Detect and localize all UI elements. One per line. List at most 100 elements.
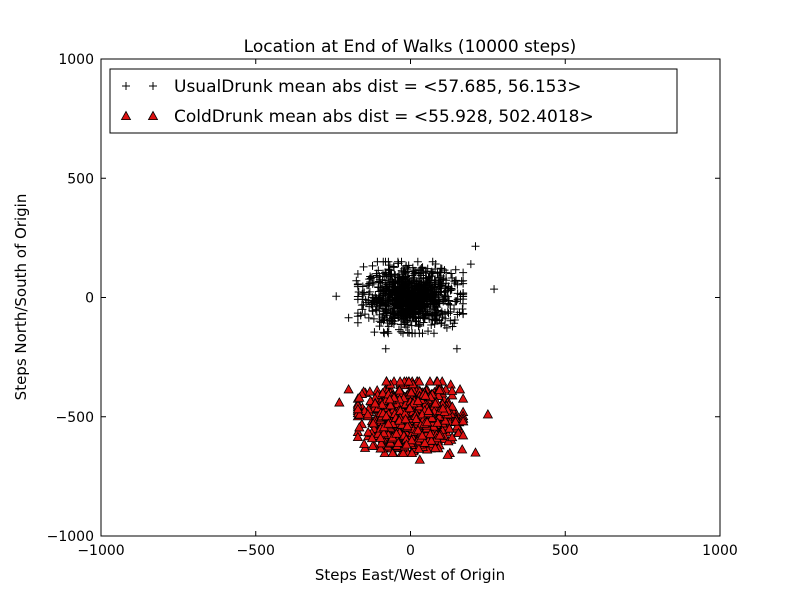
point-usualdrunk [389, 278, 398, 287]
point-usualdrunk [377, 284, 386, 293]
point-usualdrunk [421, 311, 430, 320]
point-colddrunk [420, 390, 431, 400]
legend-markers [120, 82, 159, 120]
point-usualdrunk [443, 307, 452, 316]
point-colddrunk [352, 403, 364, 414]
point-usualdrunk [353, 318, 362, 327]
point-colddrunk [381, 410, 392, 421]
point-usualdrunk [420, 291, 429, 300]
point-usualdrunk [408, 263, 417, 272]
point-usualdrunk [426, 284, 435, 293]
point-usualdrunk [407, 300, 416, 309]
point-usualdrunk [353, 282, 362, 291]
point-colddrunk [391, 428, 402, 438]
point-colddrunk [397, 447, 409, 458]
point-usualdrunk [415, 329, 424, 338]
chart-title: Location at End of Walks (10000 steps) [244, 37, 577, 57]
point-colddrunk [362, 408, 373, 419]
point-usualdrunk [402, 291, 411, 300]
legend-label-cold: ColdDrunk mean abs dist = <55.928, 502.4… [174, 107, 594, 127]
point-colddrunk [352, 431, 364, 442]
point-colddrunk [402, 420, 413, 431]
point-usualdrunk [388, 277, 397, 286]
point-usualdrunk [344, 313, 353, 322]
point-usualdrunk [379, 289, 388, 298]
point-usualdrunk [358, 305, 367, 314]
point-usualdrunk [379, 328, 388, 337]
point-usualdrunk [490, 285, 499, 294]
point-usualdrunk [387, 270, 396, 279]
point-usualdrunk [436, 319, 445, 328]
point-usualdrunk [372, 306, 381, 315]
point-colddrunk [457, 393, 469, 403]
legend-marker-usual [122, 82, 130, 90]
point-usualdrunk [427, 320, 436, 329]
point-colddrunk [376, 438, 387, 448]
point-usualdrunk [425, 273, 434, 282]
point-usualdrunk [394, 259, 403, 268]
point-usualdrunk [372, 269, 381, 278]
point-usualdrunk [425, 272, 434, 281]
point-colddrunk [446, 385, 458, 395]
point-usualdrunk [403, 328, 412, 337]
point-usualdrunk [471, 242, 480, 251]
point-usualdrunk [393, 311, 402, 320]
point-usualdrunk [393, 272, 402, 281]
point-usualdrunk [447, 284, 456, 293]
point-colddrunk [419, 437, 431, 447]
point-usualdrunk [417, 271, 426, 280]
point-usualdrunk [369, 278, 378, 287]
point-usualdrunk [421, 269, 430, 278]
point-usualdrunk [403, 277, 412, 286]
point-usualdrunk [354, 287, 363, 296]
point-usualdrunk [388, 278, 397, 287]
point-usualdrunk [427, 267, 436, 276]
point-usualdrunk [370, 328, 379, 337]
point-colddrunk [394, 376, 406, 386]
point-usualdrunk [414, 284, 423, 293]
point-usualdrunk [429, 300, 438, 309]
point-usualdrunk [382, 302, 391, 311]
point-colddrunk [384, 393, 395, 404]
point-colddrunk [450, 416, 461, 426]
point-colddrunk [444, 423, 455, 433]
point-colddrunk [423, 405, 434, 415]
point-colddrunk [362, 426, 374, 437]
point-usualdrunk [401, 318, 410, 327]
y-tick-label: 500 [67, 171, 94, 187]
point-usualdrunk [452, 344, 461, 353]
point-usualdrunk [402, 297, 411, 306]
point-colddrunk [379, 447, 390, 458]
point-usualdrunk [438, 310, 447, 319]
point-colddrunk [426, 412, 438, 422]
point-usualdrunk [459, 268, 468, 277]
point-usualdrunk [385, 266, 394, 275]
point-usualdrunk [381, 344, 390, 353]
point-colddrunk [376, 399, 388, 409]
point-usualdrunk [440, 296, 449, 305]
point-colddrunk [424, 376, 436, 386]
point-usualdrunk [429, 268, 438, 277]
x-tick-label: 1000 [702, 543, 738, 559]
point-usualdrunk [383, 282, 392, 291]
point-usualdrunk [459, 279, 468, 288]
point-usualdrunk [410, 266, 419, 275]
point-usualdrunk [374, 266, 383, 275]
point-colddrunk [369, 398, 381, 408]
point-usualdrunk [381, 257, 390, 266]
point-usualdrunk [408, 329, 417, 338]
point-usualdrunk [358, 295, 367, 304]
point-usualdrunk [368, 279, 377, 288]
point-usualdrunk [388, 306, 397, 315]
point-colddrunk [387, 447, 398, 458]
y-tick-label: 1000 [58, 52, 94, 68]
x-tick-label: −500 [237, 543, 275, 559]
point-usualdrunk [400, 273, 409, 282]
point-usualdrunk [364, 281, 373, 290]
point-usualdrunk [392, 294, 401, 303]
point-usualdrunk [381, 306, 390, 315]
point-usualdrunk [446, 316, 455, 325]
point-colddrunk [368, 417, 379, 428]
point-usualdrunk [409, 273, 418, 282]
point-usualdrunk [429, 311, 438, 320]
